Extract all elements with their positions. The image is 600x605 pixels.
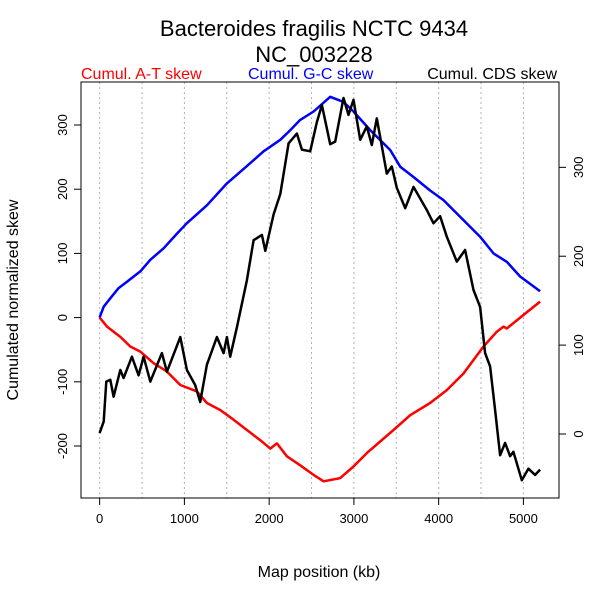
chart-subtitle: NC_003228 (255, 42, 372, 67)
x-tick-label: 0 (96, 511, 103, 526)
x-tick-label: 4000 (424, 511, 453, 526)
series-line-cumul-a-t-skew (98, 300, 541, 483)
x-tick-label: 5000 (509, 511, 538, 526)
y-left-tick-label: 300 (55, 114, 70, 136)
y-axis-label: Cumulated normalized skew (5, 199, 22, 400)
x-tick-label: 2000 (255, 511, 284, 526)
x-axis-label: Map position (kb) (258, 564, 381, 581)
legend-at-skew: Cumul. A-T skew (81, 66, 202, 83)
y-left-tick-label: 200 (55, 178, 70, 200)
series-line-cumul-g-c-skew (98, 95, 541, 319)
y-right-tick-label: 0 (571, 430, 586, 437)
y-left-tick-label: 100 (55, 243, 70, 265)
y-right-tick-label: 200 (571, 245, 586, 267)
y-left-tick-label: 0 (55, 314, 70, 321)
x-tick-label: 3000 (339, 511, 368, 526)
y-right-tick-label: 100 (571, 334, 586, 356)
legend-gc-skew: Cumul. G-C skew (248, 66, 374, 83)
series-line-cumul-cds-skew (98, 96, 542, 482)
plot-frame (80, 81, 560, 499)
y-left-tick-label: -200 (55, 433, 70, 459)
x-tick-label: 1000 (170, 511, 199, 526)
y-right-tick-label: 300 (571, 156, 586, 178)
legend-cds-skew: Cumul. CDS skew (427, 66, 557, 83)
chart-title: Bacteroides fragilis NCTC 9434 (160, 16, 468, 41)
y-left-tick-label: -100 (55, 369, 70, 395)
